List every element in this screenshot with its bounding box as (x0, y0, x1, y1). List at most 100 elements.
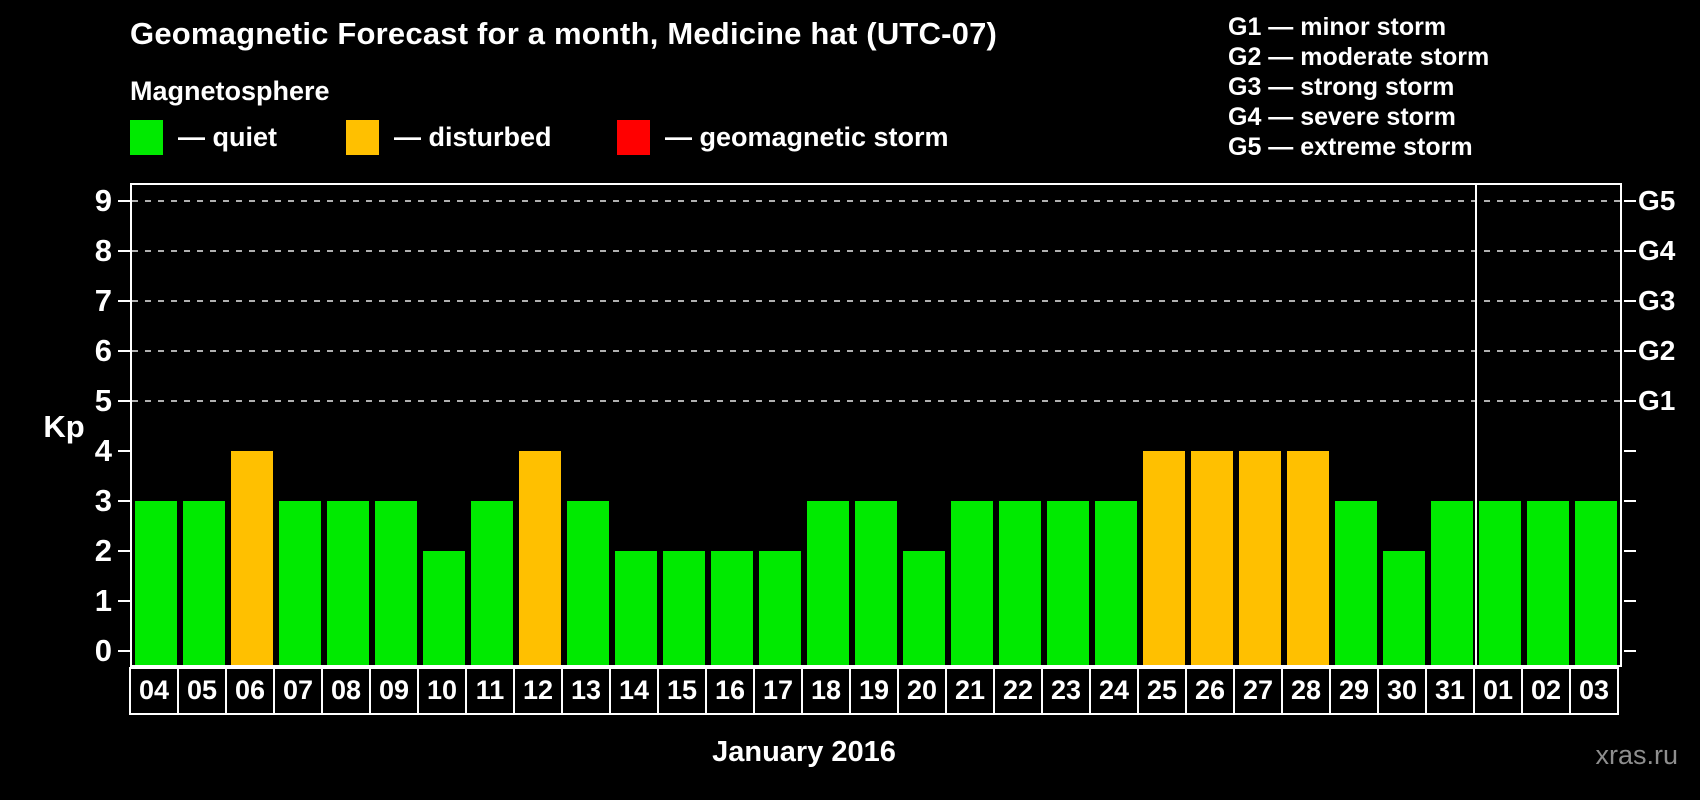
day-label-23: 23 (1041, 667, 1091, 715)
day-label-26: 26 (1185, 667, 1235, 715)
kp-bar-day-09 (375, 501, 417, 665)
kp-bar-day-04 (135, 501, 177, 665)
day-label-15: 15 (657, 667, 707, 715)
magnetosphere-label: Magnetosphere (130, 76, 330, 106)
day-label-13: 13 (561, 667, 611, 715)
left-tick-kp6 (118, 350, 130, 352)
storm-scale-line-g4: G4 — severe storm (1228, 103, 1456, 131)
chart-title: Geomagnetic Forecast for a month, Medici… (130, 16, 998, 51)
day-label-10: 10 (417, 667, 467, 715)
y-tick-label-0: 0 (94, 633, 112, 668)
day-label-25: 25 (1137, 667, 1187, 715)
month-label: January 2016 (712, 736, 896, 768)
kp-bar-day-31 (1431, 501, 1473, 665)
kp-bar-day-23 (1047, 501, 1089, 665)
right-tick-kp9 (1624, 200, 1636, 202)
kp-bar-day-20 (903, 551, 945, 665)
month-boundary-line (1475, 185, 1477, 665)
storm-scale-legend: G1 — minor storm G2 — moderate storm G3 — … (1228, 12, 1489, 162)
kp-bar-day-02 (1527, 501, 1569, 665)
day-label-27: 27 (1233, 667, 1283, 715)
kp-bar-day-05 (183, 501, 225, 665)
legend-swatch-disturbed-icon (346, 120, 379, 155)
right-tick-kp0 (1624, 650, 1636, 652)
gridline-kp5 (132, 400, 1620, 402)
left-tick-kp7 (118, 300, 130, 302)
y-tick-label-6: 6 (94, 333, 112, 368)
day-label-17: 17 (753, 667, 803, 715)
left-tick-kp3 (118, 500, 130, 502)
kp-bar-day-16 (711, 551, 753, 665)
day-label-07: 07 (273, 667, 323, 715)
kp-bar-day-19 (855, 501, 897, 665)
left-tick-kp9 (118, 200, 130, 202)
kp-bar-day-29 (1335, 501, 1377, 665)
kp-bar-day-21 (951, 501, 993, 665)
right-tick-kp3 (1624, 500, 1636, 502)
y-tick-label-3: 3 (94, 483, 112, 518)
storm-scale-line-g1: G1 — minor storm (1228, 13, 1447, 41)
left-tick-kp5 (118, 400, 130, 402)
right-tick-kp4 (1624, 450, 1636, 452)
day-label-21: 21 (945, 667, 995, 715)
right-tick-kp5 (1624, 400, 1636, 402)
kp-bar-day-12 (519, 451, 561, 665)
day-label-31: 31 (1425, 667, 1475, 715)
legend-swatch-storm-icon (617, 120, 650, 155)
day-label-18: 18 (801, 667, 851, 715)
kp-bar-day-27 (1239, 451, 1281, 665)
day-label-06: 06 (225, 667, 275, 715)
g-scale-label-g4: G4 (1638, 235, 1676, 266)
gridline-kp8 (132, 250, 1620, 252)
kp-bar-day-25 (1143, 451, 1185, 665)
day-label-29: 29 (1329, 667, 1379, 715)
kp-bar-day-14 (615, 551, 657, 665)
magnetosphere-legend: — quiet — disturbed — geomagnetic storm (0, 120, 1200, 160)
left-tick-kp8 (118, 250, 130, 252)
day-axis: 04 05 06 07 08 09 10 11 12 13 14 15 16 17 18 19 20 21 22 23… (129, 667, 1622, 715)
gridline-kp9 (132, 200, 1620, 202)
left-tick-kp1 (118, 600, 130, 602)
day-label-01: 01 (1473, 667, 1523, 715)
kp-bar-day-01 (1479, 501, 1521, 665)
right-tick-kp1 (1624, 600, 1636, 602)
kp-bar-day-07 (279, 501, 321, 665)
legend-item-disturbed: — disturbed (346, 120, 552, 155)
y-tick-label-5: 5 (94, 383, 112, 418)
legend-label-quiet: — quiet (178, 122, 277, 152)
y-tick-label-9: 9 (94, 183, 112, 218)
day-label-12: 12 (513, 667, 563, 715)
day-label-02: 02 (1521, 667, 1571, 715)
day-label-16: 16 (705, 667, 755, 715)
kp-bar-day-03 (1575, 501, 1617, 665)
left-tick-kp2 (118, 550, 130, 552)
kp-bar-day-26 (1191, 451, 1233, 665)
storm-scale-line-g3: G3 — strong storm (1228, 73, 1455, 101)
left-tick-kp0 (118, 650, 130, 652)
day-label-14: 14 (609, 667, 659, 715)
y-tick-label-7: 7 (94, 283, 112, 318)
legend-item-quiet: — quiet (130, 120, 277, 155)
day-label-09: 09 (369, 667, 419, 715)
kp-bar-day-11 (471, 501, 513, 665)
day-label-19: 19 (849, 667, 899, 715)
y-tick-label-1: 1 (94, 583, 112, 618)
day-label-04: 04 (129, 667, 179, 715)
gridline-kp7 (132, 300, 1620, 302)
y-tick-label-2: 2 (94, 533, 112, 568)
day-label-22: 22 (993, 667, 1043, 715)
left-tick-kp4 (118, 450, 130, 452)
kp-bar-day-13 (567, 501, 609, 665)
day-label-05: 05 (177, 667, 227, 715)
day-label-30: 30 (1377, 667, 1427, 715)
g-scale-label-g3: G3 (1638, 285, 1676, 316)
right-tick-kp7 (1624, 300, 1636, 302)
g-scale-label-g5: G5 (1638, 185, 1676, 216)
legend-swatch-quiet-icon (130, 120, 163, 155)
kp-bar-day-17 (759, 551, 801, 665)
watermark: xras.ru (1595, 740, 1678, 770)
day-label-28: 28 (1281, 667, 1331, 715)
kp-bar-day-30 (1383, 551, 1425, 665)
kp-bar-day-15 (663, 551, 705, 665)
day-label-24: 24 (1089, 667, 1139, 715)
